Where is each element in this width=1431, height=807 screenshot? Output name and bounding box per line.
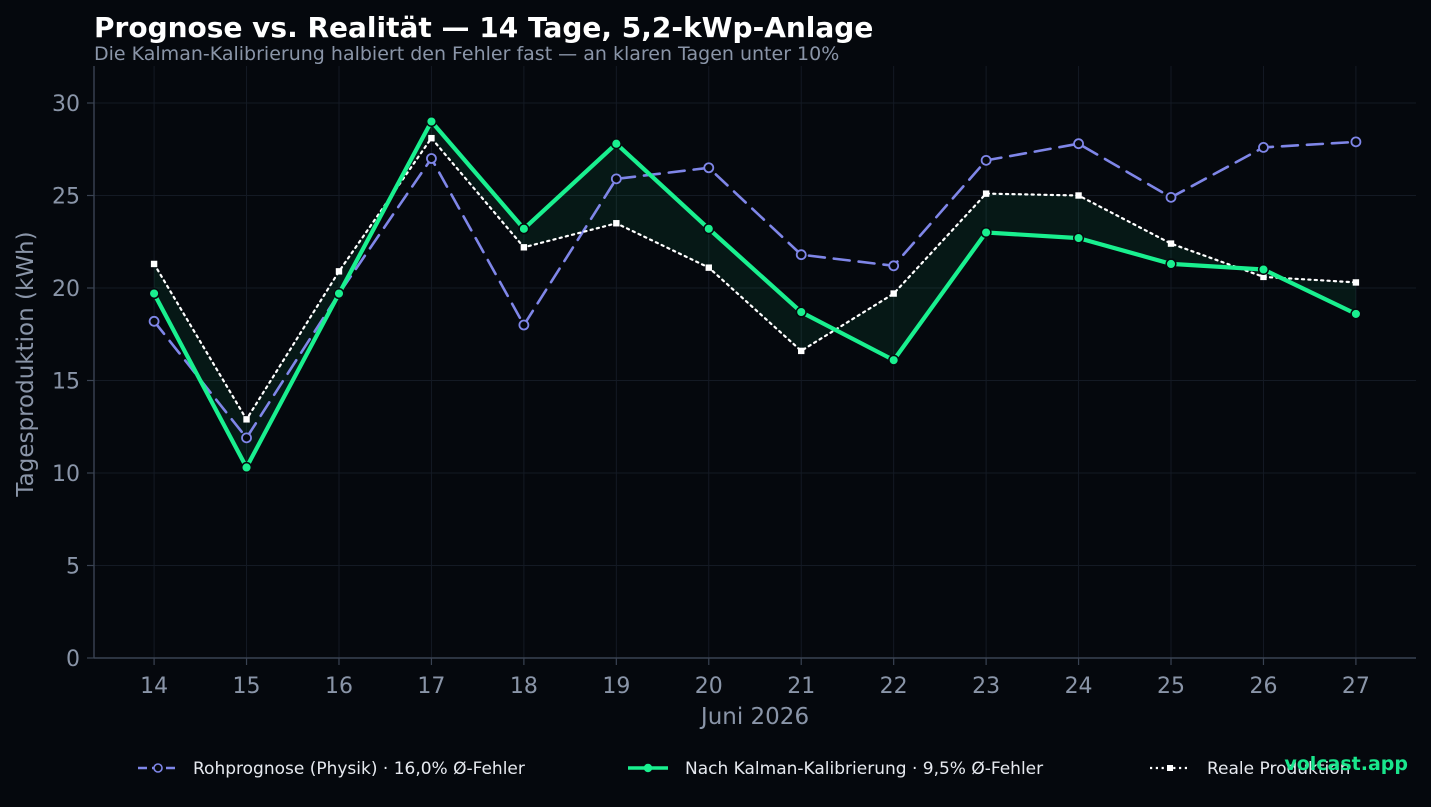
legend-swatch-marker xyxy=(643,763,653,773)
deviation-area xyxy=(154,121,1356,468)
data-point xyxy=(1260,273,1267,281)
data-point xyxy=(888,354,900,366)
y-tick-label: 10 xyxy=(52,462,80,487)
y-tick-label: 30 xyxy=(52,92,80,117)
legend-label: Rohprognose (Physik) · 16,0% Ø-Fehler xyxy=(193,759,525,779)
data-point xyxy=(890,290,897,297)
data-point xyxy=(795,249,807,261)
x-tick-label: 21 xyxy=(787,674,815,699)
x-tick-label: 17 xyxy=(417,674,445,699)
data-point xyxy=(518,223,530,235)
data-point xyxy=(520,244,528,251)
data-point xyxy=(425,115,437,128)
x-tick-label: 19 xyxy=(602,674,630,699)
data-point xyxy=(610,138,622,150)
x-tick-label: 27 xyxy=(1342,674,1370,699)
series-markers xyxy=(148,115,1362,474)
x-tick-label: 20 xyxy=(695,674,723,699)
legend: Rohprognose (Physik) · 16,0% Ø-Fehler Nac… xyxy=(138,759,1350,779)
y-tick-label: 25 xyxy=(52,185,80,210)
axes xyxy=(87,66,1416,665)
y-tick-label: 15 xyxy=(52,370,80,395)
data-point xyxy=(795,306,807,318)
data-point xyxy=(148,288,160,300)
data-point xyxy=(1258,141,1269,153)
x-tick-labels: 14 15 16 17 18 19 20 21 22 23 24 25 26 27 xyxy=(140,674,1370,699)
y-tick-label: 0 xyxy=(66,647,80,672)
data-point xyxy=(613,220,620,227)
data-point xyxy=(1352,279,1360,286)
data-point xyxy=(1073,138,1084,150)
watermark-label: volcast.app xyxy=(1284,753,1408,775)
y-tick-label: 20 xyxy=(52,277,80,302)
data-point xyxy=(1165,258,1177,270)
data-point xyxy=(148,315,160,327)
x-tick-label: 18 xyxy=(510,674,538,699)
x-tick-label: 14 xyxy=(140,674,168,699)
data-point xyxy=(333,288,345,300)
series-line-2 xyxy=(153,137,1358,421)
chart-subtitle: Die Kalman-Kalibrierung halbiert den Feh… xyxy=(94,43,839,65)
data-point xyxy=(150,260,158,268)
data-point xyxy=(518,319,530,331)
data-point xyxy=(1350,308,1362,320)
data-point xyxy=(241,432,252,444)
data-point xyxy=(610,173,622,185)
legend-label: Nach Kalman-Kalibrierung · 9,5% Ø-Fehler xyxy=(685,759,1043,779)
legend-label: Reale Produktion xyxy=(1207,759,1350,779)
data-point xyxy=(1073,232,1085,244)
x-tick-label: 16 xyxy=(325,674,353,699)
data-point xyxy=(335,268,343,275)
x-tick-label: 24 xyxy=(1065,674,1093,699)
deviation-fill xyxy=(154,121,1356,468)
data-point xyxy=(243,416,250,423)
y-tick-labels: 0 5 10 15 20 25 30 xyxy=(52,92,80,672)
legend-swatch-marker xyxy=(1167,765,1173,771)
chart-title: Prognose vs. Realität — 14 Tage, 5,2-kWp… xyxy=(94,11,873,44)
x-tick-label: 25 xyxy=(1157,674,1185,699)
data-point xyxy=(980,154,992,166)
data-point xyxy=(888,260,900,272)
data-point xyxy=(1167,240,1175,247)
y-tick-label: 5 xyxy=(66,555,80,580)
data-point xyxy=(798,347,805,355)
data-point xyxy=(703,223,715,235)
data-point xyxy=(240,461,253,474)
data-point xyxy=(703,162,715,174)
data-point xyxy=(426,153,437,164)
x-tick-label: 22 xyxy=(880,674,908,699)
data-point xyxy=(1165,191,1177,203)
data-point xyxy=(1350,136,1362,148)
data-point xyxy=(1257,263,1270,276)
y-axis-label: Tagesproduktion (kWh) xyxy=(13,231,39,497)
data-point xyxy=(705,264,712,271)
data-point xyxy=(428,134,435,142)
x-axis-label: Juni 2026 xyxy=(699,704,809,730)
data-point xyxy=(982,190,990,197)
x-tick-label: 23 xyxy=(972,674,1000,699)
legend-swatch-marker xyxy=(153,763,163,773)
x-tick-label: 26 xyxy=(1249,674,1277,699)
data-point xyxy=(1075,192,1082,199)
gridlines xyxy=(94,66,1416,659)
data-point xyxy=(980,226,992,239)
series-lines xyxy=(152,119,1359,470)
series-line-0 xyxy=(152,140,1358,440)
x-tick-label: 15 xyxy=(233,674,261,699)
series-line-1 xyxy=(152,119,1359,470)
